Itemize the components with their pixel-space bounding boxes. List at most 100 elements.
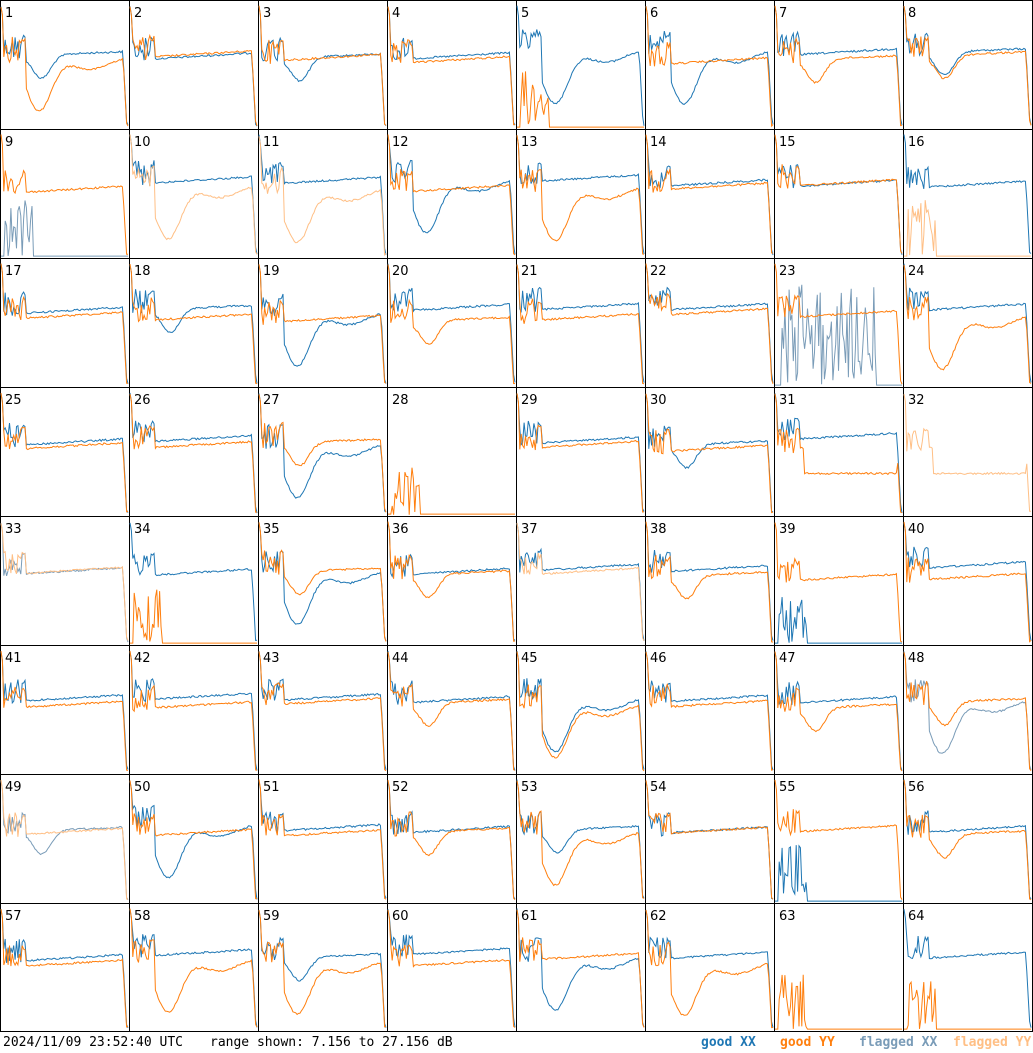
panel-label: 6	[650, 6, 658, 21]
trace-yy	[387, 780, 516, 901]
panel-16: 16	[903, 129, 1033, 259]
panel-label: 24	[908, 264, 925, 279]
panel-23: 23	[774, 258, 904, 388]
trace-xx	[0, 6, 129, 126]
trace-xx	[0, 393, 129, 513]
panel-label: 43	[263, 651, 280, 666]
trace-xx	[129, 651, 258, 771]
trace-xx	[258, 522, 387, 642]
trace-yy	[129, 780, 258, 900]
panel-label: 14	[650, 135, 667, 150]
trace-yy	[903, 394, 1031, 512]
panel-frame	[0, 129, 130, 259]
panel-frame	[903, 0, 1033, 130]
panel-label: 33	[5, 522, 22, 537]
trace-xx	[387, 263, 516, 383]
panel-label: 48	[908, 651, 925, 666]
panel-20: 20	[387, 258, 517, 388]
panel-label: 27	[263, 393, 280, 408]
panel-36: 36	[387, 516, 517, 646]
trace-yy	[517, 71, 644, 128]
panel-label: 32	[908, 393, 925, 408]
trace-xx	[645, 394, 774, 513]
trace-yy	[129, 394, 258, 513]
panel-42: 42	[129, 645, 259, 775]
trace-xx	[0, 780, 129, 901]
panel-label: 58	[134, 909, 151, 924]
panel-29: 29	[516, 387, 646, 517]
panel-2: 2	[129, 0, 259, 130]
panel-17: 17	[0, 258, 130, 388]
trace-yy	[387, 264, 516, 385]
panel-61: 61	[516, 903, 646, 1032]
trace-yy	[387, 134, 516, 256]
trace-yy	[645, 263, 774, 385]
trace-xx	[516, 264, 645, 383]
panel-48: 48	[903, 645, 1033, 775]
panel-label: 35	[263, 522, 280, 537]
panel-label: 47	[779, 651, 796, 666]
trace-xx	[258, 393, 387, 513]
trace-yy	[903, 6, 1032, 126]
trace-xx	[645, 780, 774, 900]
panel-43: 43	[258, 645, 388, 775]
legend-good-yy: good YY	[780, 1035, 835, 1050]
trace-yy	[516, 909, 645, 1028]
panel-label: 53	[521, 780, 538, 795]
panel-18: 18	[129, 258, 259, 388]
trace-yy	[516, 522, 645, 642]
panel-4: 4	[387, 0, 517, 130]
trace-yy	[258, 394, 387, 513]
trace-xx	[645, 909, 774, 1028]
trace-yy	[0, 779, 129, 900]
legend-good-xx: good XX	[701, 1035, 756, 1050]
trace-yy	[774, 779, 903, 900]
trace-xx	[0, 652, 129, 770]
trace-xx	[903, 779, 1032, 900]
trace-yy	[645, 909, 774, 1029]
panel-51: 51	[258, 774, 388, 904]
panel-label: 13	[521, 135, 538, 150]
trace-yy	[129, 6, 258, 126]
trace-xx	[903, 263, 1032, 383]
trace-yy	[904, 980, 1031, 1030]
panel-8: 8	[903, 0, 1033, 130]
panel-46: 46	[645, 645, 775, 775]
trace-xx	[774, 6, 903, 126]
panel-label: 5	[521, 6, 529, 21]
trace-yy	[258, 651, 387, 772]
panel-label: 45	[521, 651, 538, 666]
trace-yy	[516, 651, 645, 772]
trace-yy	[130, 589, 257, 644]
trace-yy	[0, 7, 129, 127]
panel-label: 46	[650, 651, 667, 666]
trace-yy	[258, 264, 387, 384]
trace-yy	[774, 5, 903, 127]
panel-52: 52	[387, 774, 517, 904]
trace-yy	[0, 134, 128, 255]
panel-label: 20	[392, 264, 409, 279]
panel-53: 53	[516, 774, 646, 904]
panel-60: 60	[387, 903, 517, 1032]
panel-label: 3	[263, 6, 271, 21]
panel-37: 37	[516, 516, 646, 646]
panel-label: 50	[134, 780, 151, 795]
trace-yy	[0, 393, 129, 513]
trace-xx	[129, 392, 258, 514]
trace-yy	[0, 523, 129, 641]
panel-10: 10	[129, 129, 259, 259]
trace-xx	[258, 6, 387, 127]
panel-label: 19	[263, 264, 280, 279]
panel-57: 57	[0, 903, 130, 1032]
panel-label: 30	[650, 393, 667, 408]
trace-yy	[774, 393, 903, 514]
trace-xx	[516, 393, 645, 512]
trace-yy	[645, 134, 774, 254]
footer-bar: 2024/11/09 23:52:40 UTC range shown: 7.1…	[0, 1032, 1033, 1053]
trace-yy	[258, 136, 387, 257]
panel-13: 13	[516, 129, 646, 259]
trace-yy	[774, 134, 903, 254]
panel-label: 11	[263, 135, 280, 150]
panel-label: 60	[392, 909, 409, 924]
panel-35: 35	[258, 516, 388, 646]
